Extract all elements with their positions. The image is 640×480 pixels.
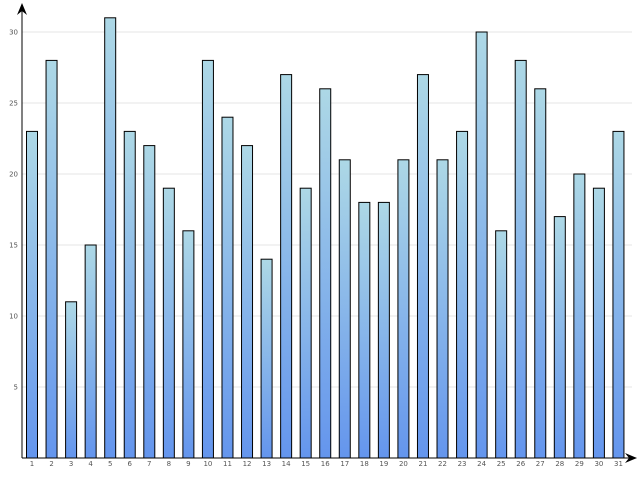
x-tick-label: 6: [128, 460, 133, 468]
x-tick-label: 25: [497, 460, 506, 468]
x-tick-label: 22: [438, 460, 447, 468]
x-axis-arrow-icon: [625, 453, 637, 463]
bar: [123, 130, 136, 459]
x-tick-label: 30: [594, 460, 603, 468]
bar: [436, 159, 449, 459]
x-tick-label: 2: [49, 460, 53, 468]
bar: [553, 216, 566, 459]
bar: [45, 59, 58, 459]
y-tick-label: 20: [9, 171, 18, 179]
y-tick-label: 30: [9, 29, 18, 37]
bar: [143, 145, 156, 459]
bar: [241, 145, 254, 459]
bar: [592, 187, 605, 459]
x-tick-label: 7: [147, 460, 151, 468]
y-axis-arrow-icon: [17, 3, 27, 15]
bar: [319, 88, 332, 459]
x-tick-label: 11: [223, 460, 232, 468]
x-tick-label: 1: [30, 460, 34, 468]
bar: [475, 31, 488, 459]
bar: [280, 74, 293, 459]
x-tick-label: 14: [282, 460, 291, 468]
bar: [495, 230, 508, 459]
bar: [162, 187, 175, 459]
x-tick-label: 29: [575, 460, 584, 468]
x-tick-label: 12: [243, 460, 252, 468]
bar: [84, 244, 97, 459]
bar: [397, 159, 410, 459]
bar: [534, 88, 547, 459]
axes: [17, 3, 637, 463]
x-tick-label: 5: [108, 460, 112, 468]
bar: [573, 173, 586, 459]
bar: [182, 230, 195, 459]
x-tick-label: 13: [262, 460, 271, 468]
x-tick-label: 27: [536, 460, 545, 468]
bar: [514, 59, 527, 459]
y-tick-label: 5: [14, 384, 18, 392]
bar: [456, 130, 469, 459]
y-tick-label: 10: [9, 313, 18, 321]
x-tick-label: 26: [516, 460, 525, 468]
bar: [201, 59, 214, 459]
bar: [260, 258, 273, 459]
x-tick-label: 18: [360, 460, 369, 468]
y-tick-label: 15: [9, 242, 18, 250]
x-tick-label: 28: [555, 460, 564, 468]
x-tick-label: 9: [186, 460, 190, 468]
bar: [358, 201, 371, 459]
bar: [338, 159, 351, 459]
x-tick-label: 4: [88, 460, 93, 468]
x-tick-label: 23: [458, 460, 467, 468]
y-tick-label: 25: [9, 100, 18, 108]
bar: [65, 301, 78, 459]
bar: [104, 17, 117, 459]
bar: [416, 74, 429, 459]
bars: [26, 17, 625, 459]
bar: [612, 130, 625, 459]
x-tick-label: 15: [301, 460, 310, 468]
x-tick-label: 8: [167, 460, 171, 468]
x-tick-label: 16: [321, 460, 330, 468]
bar: [377, 201, 390, 459]
x-tick-labels: 1 2 3 4 5 6 7 8 9 10 11 12 13 14 15 16 17 18 19 20 21 22 23 24 2…: [30, 460, 623, 468]
y-tick-labels: 5 10 15 20 25 30: [9, 29, 18, 392]
bar: [26, 130, 38, 459]
x-tick-label: 19: [379, 460, 388, 468]
bar: [221, 116, 234, 459]
x-tick-label: 3: [69, 460, 73, 468]
bar: [299, 187, 312, 459]
x-tick-label: 10: [203, 460, 212, 468]
x-tick-label: 24: [477, 460, 486, 468]
x-tick-label: 21: [419, 460, 428, 468]
x-tick-label: 17: [340, 460, 349, 468]
x-tick-label: 20: [399, 460, 408, 468]
x-tick-label: 31: [614, 460, 623, 468]
